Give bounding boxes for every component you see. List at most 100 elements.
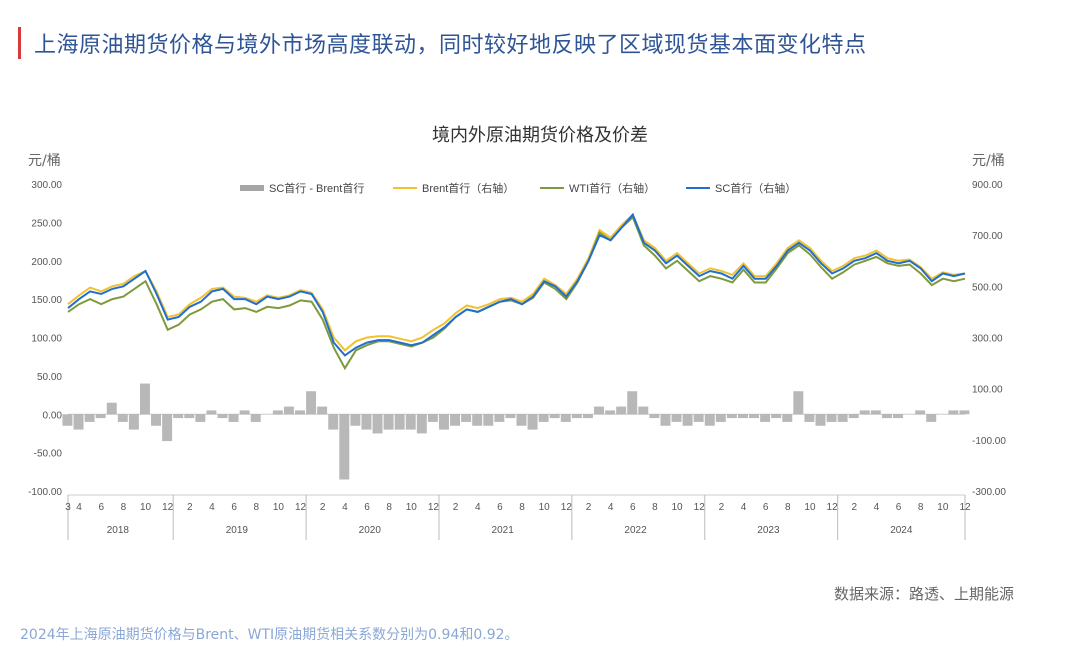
month-tick-label: 12 <box>694 502 706 513</box>
spread-bar <box>383 414 394 430</box>
month-tick-label: 8 <box>519 502 525 513</box>
spread-bar <box>926 414 937 422</box>
spread-bar <box>483 414 494 426</box>
spread-bar <box>95 414 106 419</box>
right-tick-label: 300.00 <box>972 334 1003 345</box>
left-tick-label: -100.00 <box>28 487 62 498</box>
sc-line <box>67 212 966 357</box>
spread-bar <box>217 414 228 419</box>
spread-bar <box>571 414 582 419</box>
month-tick-label: 4 <box>741 502 747 513</box>
spread-bar <box>394 414 405 430</box>
spread-bar <box>638 406 649 415</box>
year-label: 2019 <box>226 525 249 536</box>
spread-bar <box>870 410 881 415</box>
spread-bar <box>339 414 350 480</box>
month-tick-label: 6 <box>231 502 237 513</box>
legend-swatch-spread <box>240 185 264 191</box>
month-tick-label: 10 <box>273 502 285 513</box>
month-tick-label: 2 <box>320 502 326 513</box>
month-tick-label: 2 <box>187 502 193 513</box>
spread-bar <box>771 414 782 419</box>
spread-bar <box>594 406 604 415</box>
month-tick-label: 10 <box>672 502 684 513</box>
month-tick-label: 2 <box>453 502 459 513</box>
wti-line <box>67 215 966 371</box>
year-label: 2024 <box>890 525 913 536</box>
spread-bar <box>760 414 771 422</box>
spread-bar <box>704 414 715 426</box>
year-label: 2018 <box>107 525 130 536</box>
spread-bar <box>239 410 250 415</box>
right-axis-unit: 元/桶 <box>972 153 1005 169</box>
legend-label: WTI首行（右轴） <box>569 181 655 195</box>
right-tick-label: -300.00 <box>972 487 1006 498</box>
spread-bar <box>372 414 383 434</box>
legend-label: Brent首行（右轴） <box>422 181 514 195</box>
month-tick-label: 6 <box>630 502 636 513</box>
month-tick-label: 2 <box>719 502 725 513</box>
month-tick-label: 4 <box>209 502 215 513</box>
spread-bar <box>250 414 261 422</box>
month-tick-label: 4 <box>475 502 481 513</box>
right-tick-label: 100.00 <box>972 385 1003 396</box>
spread-bar <box>306 391 317 415</box>
right-tick-label: 900.00 <box>972 180 1003 191</box>
month-tick-label: 12 <box>162 502 174 513</box>
spread-bar <box>73 414 84 430</box>
spread-bar <box>62 414 73 426</box>
month-tick-label: 4 <box>342 502 348 513</box>
month-tick-label: 2 <box>851 502 857 513</box>
spread-bar <box>915 410 926 415</box>
spread-bar <box>438 414 449 430</box>
month-tick-label: 6 <box>98 502 104 513</box>
spread-bar <box>317 406 328 415</box>
month-tick-label: 6 <box>896 502 902 513</box>
left-axis-unit: 元/桶 <box>28 153 61 169</box>
spread-bar <box>737 414 748 419</box>
month-tick-label: 4 <box>608 502 614 513</box>
legend-label: SC首行 - Brent首行 <box>269 181 364 195</box>
spread-bar <box>416 414 427 434</box>
spread-bar <box>295 410 305 415</box>
headline: 上海原油期货价格与境外市场高度联动，同时较好地反映了区域现货基本面变化特点 <box>34 33 867 58</box>
spread-bar <box>815 414 826 426</box>
left-tick-label: 250.00 <box>31 218 62 229</box>
spread-bar <box>184 414 195 419</box>
right-tick-label: 700.00 <box>972 231 1003 242</box>
right-tick-label: 500.00 <box>972 282 1003 293</box>
spread-bar <box>173 414 184 419</box>
spread-bar <box>948 410 959 415</box>
spread-bar <box>749 414 760 419</box>
chart-title: 境内外原油期货价格及价差 <box>432 125 648 146</box>
year-label: 2022 <box>624 525 647 536</box>
spread-bar <box>84 414 95 422</box>
legend-label: SC首行（右轴） <box>715 181 796 195</box>
spread-bar <box>139 383 150 415</box>
spread-bar <box>494 414 505 422</box>
month-tick-label: 12 <box>561 502 573 513</box>
spread-bar <box>516 414 527 426</box>
spread-bar <box>837 414 848 422</box>
month-tick-label: 10 <box>140 502 152 513</box>
left-tick-label: -50.00 <box>34 449 63 460</box>
spread-bar <box>605 410 616 415</box>
spread-bar <box>427 414 438 422</box>
left-tick-label: 0.00 <box>43 410 63 421</box>
spread-bar <box>660 414 671 426</box>
spread-bar <box>162 414 173 442</box>
spread-bar <box>671 414 682 422</box>
spread-bar <box>450 414 461 426</box>
spread-bar <box>350 414 361 426</box>
spread-bar <box>649 414 660 419</box>
spread-bar <box>228 414 239 422</box>
month-tick-label: 8 <box>918 502 924 513</box>
month-tick-label: 12 <box>295 502 307 513</box>
brent-line <box>67 213 966 352</box>
spread-bar <box>804 414 815 422</box>
spread-bar <box>461 414 472 422</box>
left-tick-label: 150.00 <box>31 295 62 306</box>
month-tick-label: 8 <box>121 502 127 513</box>
month-tick-label: 12 <box>827 502 839 513</box>
